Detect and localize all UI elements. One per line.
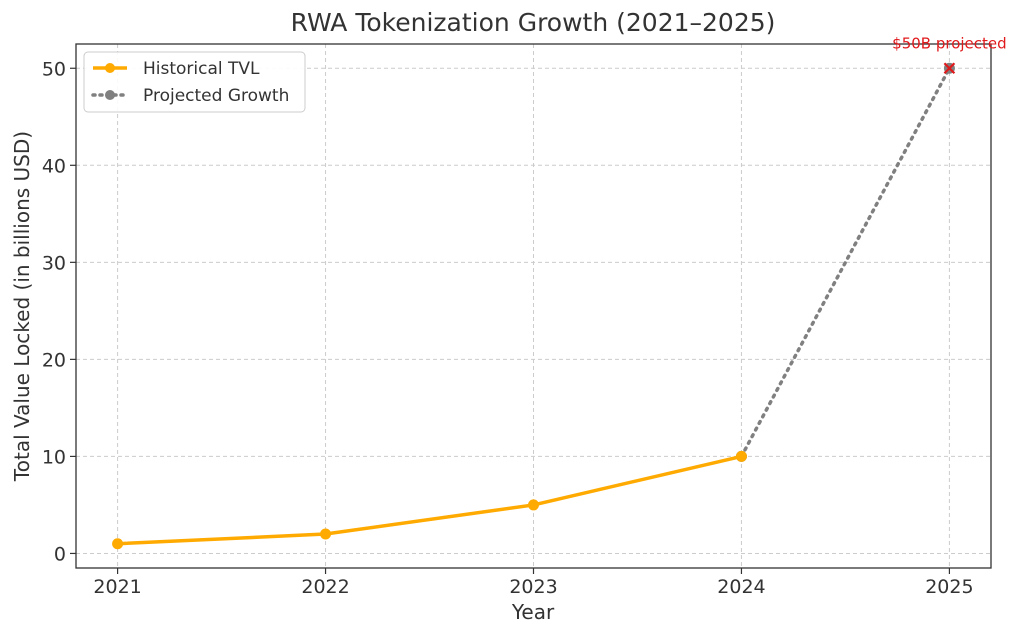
y-tick-label: 50 bbox=[42, 58, 66, 80]
annotations: $50B projected bbox=[892, 34, 1007, 75]
y-tick-label: 20 bbox=[42, 349, 66, 371]
y-tick-label: 30 bbox=[42, 252, 66, 274]
legend: Historical TVL Projected Growth bbox=[83, 51, 306, 113]
ticks: 2021 2022 2023 2024 2025 0 10 20 30 40 50 bbox=[42, 58, 974, 598]
legend-box bbox=[83, 51, 306, 113]
historical-tvl-point bbox=[320, 528, 332, 540]
legend-marker-historical bbox=[105, 63, 115, 73]
chart-title: RWA Tokenization Growth (2021–2025) bbox=[291, 8, 776, 37]
grid bbox=[76, 44, 991, 568]
historical-tvl-point bbox=[735, 450, 747, 462]
x-tick-label: 2025 bbox=[925, 576, 973, 598]
x-tick-label: 2024 bbox=[717, 576, 765, 598]
legend-label-projected: Projected Growth bbox=[143, 86, 289, 106]
projection-marker-x bbox=[943, 62, 956, 75]
legend-marker-projected bbox=[105, 90, 115, 100]
y-axis-label: Total Value Locked (in billions USD) bbox=[10, 131, 34, 482]
y-tick-label: 40 bbox=[42, 155, 66, 177]
historical-tvl-point bbox=[112, 538, 124, 550]
x-tick-label: 2021 bbox=[93, 576, 141, 598]
projected-growth-line bbox=[739, 66, 952, 459]
historical-tvl-line bbox=[117, 454, 742, 546]
x-tick-label: 2023 bbox=[509, 576, 557, 598]
x-tick-label: 2022 bbox=[301, 576, 349, 598]
y-tick-label: 10 bbox=[42, 446, 66, 468]
historical-tvl-point bbox=[528, 499, 539, 511]
legend-label-historical: Historical TVL bbox=[143, 59, 260, 79]
x-axis-label: Year bbox=[511, 600, 555, 624]
y-tick-label: 0 bbox=[54, 543, 66, 565]
projection-annotation: $50B projected bbox=[892, 34, 1007, 52]
